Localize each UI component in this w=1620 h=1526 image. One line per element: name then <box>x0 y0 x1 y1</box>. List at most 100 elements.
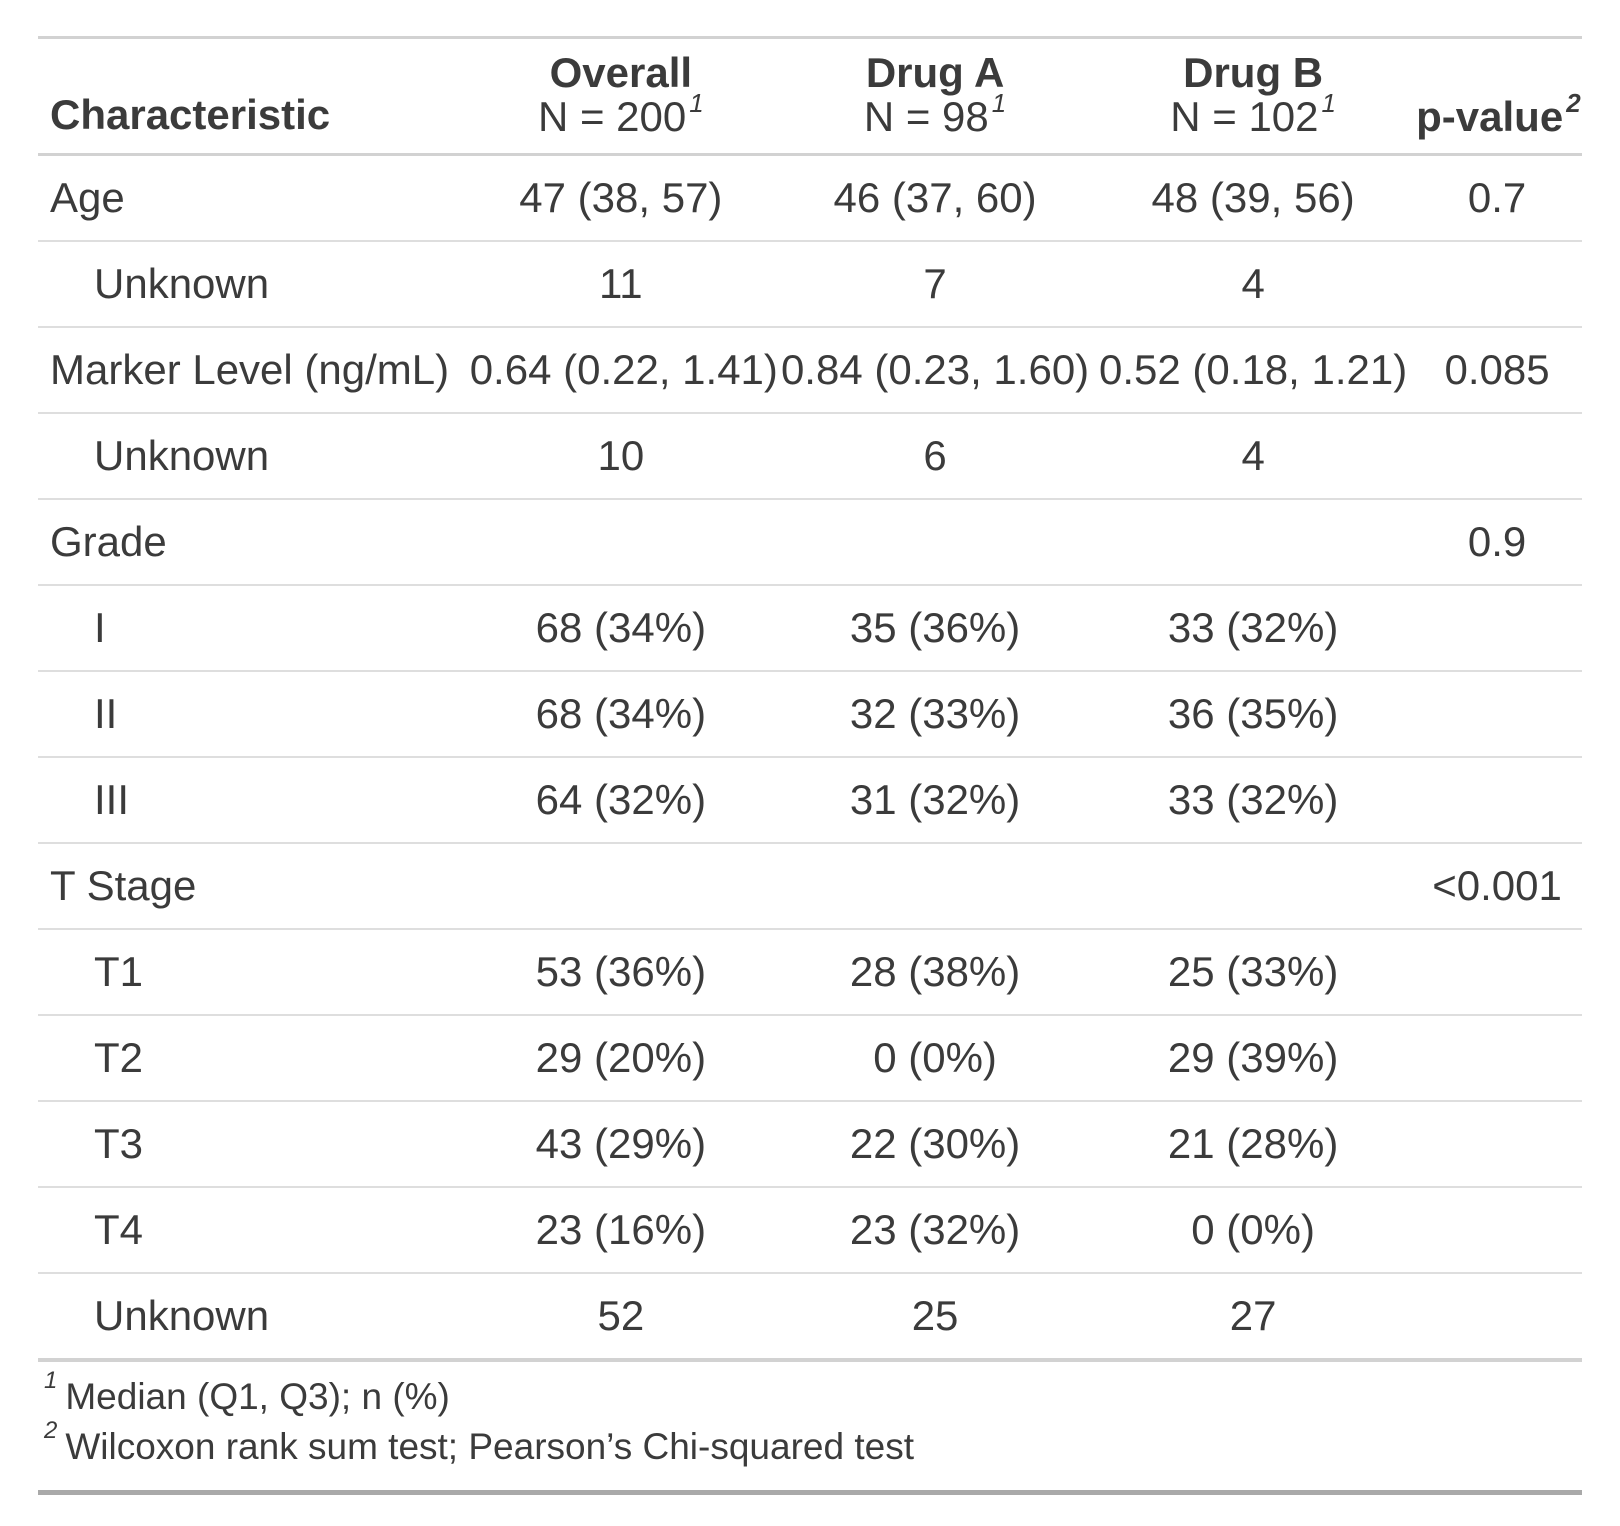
cell-drug-b: 33 (32%) <box>1094 757 1413 844</box>
cell-overall: 68 (34%) <box>465 671 777 758</box>
row-label: T2 <box>38 1015 466 1102</box>
cell-p-value: 0.085 <box>1412 327 1582 414</box>
cell-p-value <box>1412 241 1582 328</box>
table-row: III 64 (32%) 31 (32%) 33 (32%) <box>38 757 1582 844</box>
row-label: III <box>38 757 466 844</box>
cell-p-value <box>1412 413 1582 500</box>
table-row: T2 29 (20%) 0 (0%) 29 (39%) <box>38 1015 1582 1102</box>
table-row: T1 53 (36%) 28 (38%) 25 (33%) <box>38 929 1582 1016</box>
col-header-characteristic: Characteristic <box>38 37 466 156</box>
footnote-mark: 1 <box>1321 88 1336 118</box>
cell-p-value: <0.001 <box>1412 843 1582 930</box>
cell-overall: 68 (34%) <box>465 585 777 672</box>
row-label: Unknown <box>38 241 466 328</box>
cell-drug-b: 4 <box>1094 413 1413 500</box>
cell-overall: 52 <box>465 1273 777 1362</box>
cell-p-value <box>1412 1187 1582 1274</box>
cell-p-value <box>1412 671 1582 758</box>
cell-p-value <box>1412 1015 1582 1102</box>
footnote: 2 Wilcoxon rank sum test; Pearson’s Chi-s… <box>38 1418 1582 1470</box>
footnote-mark: 1 <box>689 88 704 118</box>
cell-drug-a: 22 (30%) <box>776 1101 1095 1188</box>
cell-drug-a: 25 <box>776 1273 1095 1362</box>
cell-drug-a <box>776 843 1095 930</box>
table-row: Unknown 10 6 4 <box>38 413 1582 500</box>
row-label: Age <box>38 154 466 242</box>
p-value-label: p-value <box>1416 93 1564 140</box>
table-row: II 68 (34%) 32 (33%) 36 (35%) <box>38 671 1582 758</box>
row-label: Grade <box>38 499 466 586</box>
cell-p-value: 0.9 <box>1412 499 1582 586</box>
cell-drug-a: 31 (32%) <box>776 757 1095 844</box>
table-row: Unknown 11 7 4 <box>38 241 1582 328</box>
table-footnotes: 1 Median (Q1, Q3); n (%) 2 Wilcoxon rank s… <box>38 1362 1582 1495</box>
cell-overall <box>465 499 777 586</box>
cell-p-value: 0.7 <box>1412 154 1582 242</box>
table-row: Grade 0.9 <box>38 499 1582 586</box>
group-n-label: N = 102 <box>1170 93 1319 140</box>
group-name: Drug B <box>1183 49 1324 96</box>
footnote-mark: 1 <box>991 88 1007 118</box>
footnote: 1 Median (Q1, Q3); n (%) <box>38 1368 1582 1420</box>
group-n-label: N = 98 <box>863 93 989 140</box>
cell-drug-b: 0 (0%) <box>1094 1187 1413 1274</box>
cell-drug-a: 35 (36%) <box>776 585 1095 672</box>
cell-drug-b <box>1094 499 1413 586</box>
row-label: Unknown <box>38 413 466 500</box>
cell-overall: 0.64 (0.22, 1.41) <box>465 327 778 414</box>
cell-drug-b <box>1094 843 1413 930</box>
cell-overall: 64 (32%) <box>465 757 777 844</box>
table-row: Marker Level (ng/mL) 0.64 (0.22, 1.41) 0… <box>38 327 1582 414</box>
group-n-label: N = 200 <box>537 93 687 140</box>
table-row: T Stage <0.001 <box>38 843 1582 930</box>
cell-p-value <box>1412 929 1582 1016</box>
cell-drug-a <box>776 499 1095 586</box>
cell-drug-a: 28 (38%) <box>776 929 1095 1016</box>
footnote-text: Median (Q1, Q3); n (%) <box>65 1376 450 1417</box>
cell-drug-b: 36 (35%) <box>1094 671 1413 758</box>
cell-drug-b: 21 (28%) <box>1094 1101 1413 1188</box>
group-n: N = 98 1 <box>780 90 1090 140</box>
cell-overall: 47 (38, 57) <box>465 154 777 242</box>
cell-drug-b: 29 (39%) <box>1094 1015 1413 1102</box>
row-label: T1 <box>38 929 466 1016</box>
cell-p-value <box>1412 1273 1582 1362</box>
footnote-text: Wilcoxon rank sum test; Pearson’s Chi-sq… <box>65 1426 914 1467</box>
row-label: Marker Level (ng/mL) <box>38 327 466 414</box>
cell-drug-a: 0 (0%) <box>776 1015 1095 1102</box>
cell-drug-b: 0.52 (0.18, 1.21) <box>1094 327 1413 414</box>
cell-overall: 10 <box>465 413 777 500</box>
group-name: Overall <box>549 49 693 96</box>
cell-overall: 11 <box>465 241 777 328</box>
cell-drug-a: 46 (37, 60) <box>776 154 1095 242</box>
cell-drug-a: 7 <box>776 241 1095 328</box>
cell-p-value <box>1412 1101 1582 1188</box>
footnote-mark: 2 <box>1566 88 1581 118</box>
col-header-drug-b: Drug B N = 102 1 <box>1094 37 1413 156</box>
cell-drug-a: 32 (33%) <box>776 671 1095 758</box>
cell-drug-b: 25 (33%) <box>1094 929 1413 1016</box>
cell-drug-a: 6 <box>776 413 1095 500</box>
group-n: N = 200 1 <box>470 90 772 140</box>
cell-overall: 43 (29%) <box>465 1101 777 1188</box>
table-row: T3 43 (29%) 22 (30%) 21 (28%) <box>38 1101 1582 1188</box>
col-header-p-value: p-value 2 <box>1412 37 1582 156</box>
cell-drug-a: 23 (32%) <box>776 1187 1095 1274</box>
row-label: II <box>38 671 466 758</box>
row-label: T Stage <box>38 843 466 930</box>
header-row: Characteristic Overall N = 200 1 Drug A N… <box>38 37 1582 156</box>
col-header-overall: Overall N = 200 1 <box>465 37 777 156</box>
footnote-mark: 2 <box>44 1416 58 1444</box>
footnote-mark: 1 <box>44 1366 58 1394</box>
col-header-drug-a: Drug A N = 98 1 <box>776 37 1095 156</box>
cell-overall: 23 (16%) <box>465 1187 777 1274</box>
group-name: Drug A <box>865 49 1005 96</box>
table-row: T4 23 (16%) 23 (32%) 0 (0%) <box>38 1187 1582 1274</box>
cell-drug-b: 33 (32%) <box>1094 585 1413 672</box>
row-label: Unknown <box>38 1273 466 1362</box>
summary-table: Characteristic Overall N = 200 1 Drug A N… <box>38 36 1582 1362</box>
summary-table-container: Characteristic Overall N = 200 1 Drug A N… <box>38 36 1582 1495</box>
cell-p-value <box>1412 757 1582 844</box>
row-label: T4 <box>38 1187 466 1274</box>
table-row: I 68 (34%) 35 (36%) 33 (32%) <box>38 585 1582 672</box>
